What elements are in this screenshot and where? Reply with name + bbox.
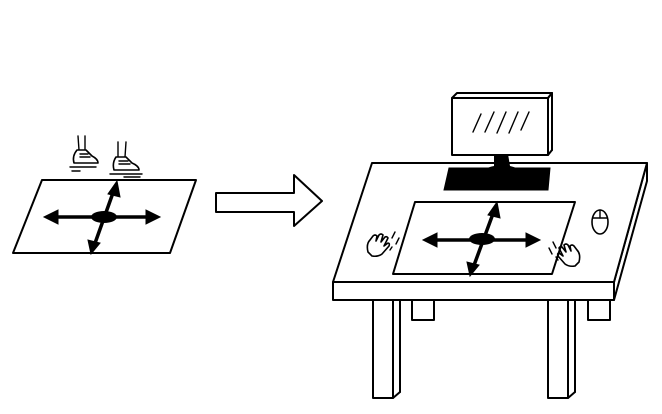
- desk-four-way-arrow-icon: [421, 200, 542, 278]
- monitor: [451, 92, 553, 156]
- mouse-icon: [591, 209, 609, 235]
- desk-front-edge: [332, 281, 615, 301]
- right-shoe-icon: [109, 141, 143, 178]
- desk-front-leg-left: [372, 295, 401, 399]
- monitor-base: [443, 167, 551, 191]
- floor-panel: [12, 135, 197, 256]
- left-shoe-icon: [69, 135, 99, 172]
- desk-front-leg-right: [547, 295, 576, 399]
- left-hand-icon: [366, 231, 400, 258]
- desk-panel: [332, 92, 648, 399]
- desk-back-leg-left: [411, 299, 435, 321]
- monitor-stand: [484, 154, 520, 170]
- right-arrow-icon: [215, 174, 323, 227]
- floor-four-way-arrow-icon: [42, 179, 162, 256]
- screen-glare-lines: [472, 111, 530, 134]
- right-hand-icon: [548, 241, 581, 268]
- desk-back-leg-right: [587, 299, 611, 321]
